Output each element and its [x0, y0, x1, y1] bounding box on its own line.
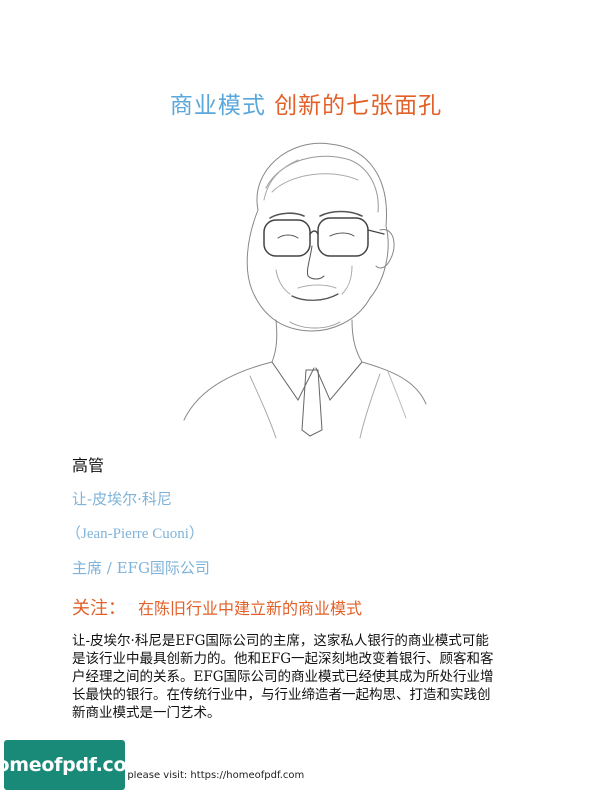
bio-line: 户经理之间的关系。EFG国际公司的商业模式已经使其成为所处行业增 — [72, 669, 494, 685]
bio-line: 让-皮埃尔·科尼是EFG国际公司的主席，这家私人银行的商业模式可能 — [72, 633, 489, 649]
title-part-b: 创新的七张面孔 — [274, 93, 443, 119]
profile-category: 高管 — [72, 456, 105, 475]
focus-line: 关注： 在陈旧行业中建立新的商业模式 — [72, 594, 362, 620]
watermark-logo[interactable]: homeofpdf.com — [0, 740, 146, 790]
profile-name: 让-皮埃尔·科尼 — [72, 490, 172, 508]
focus-text: 在陈旧行业中建立新的商业模式 — [138, 599, 363, 618]
portrait-sketch — [183, 142, 427, 439]
bio-line: 新商业模式是一门艺术。 — [72, 705, 221, 721]
focus-label: 关注： — [72, 598, 126, 619]
title-part-a: 商业模式 — [169, 93, 266, 119]
watermark-link-text[interactable]: e please visit: https://homeofpdf.com — [118, 770, 305, 781]
bio-line: 长最快的银行。在传统行业中，与行业缔造者一起构思、打造和实践创 — [72, 687, 491, 703]
bio-line: 是该行业中最具创新力的。他和EFG一起深刻地改变着银行、顾客和客 — [72, 651, 494, 667]
page-title: 商业模式 创新的七张面孔 — [0, 86, 612, 120]
bio-paragraph: 让-皮埃尔·科尼是EFG国际公司的主席，这家私人银行的商业模式可能 是该行业中最… — [72, 632, 548, 722]
profile-name-alt: （Jean-Pierre Cuoni） — [66, 526, 204, 542]
profile-role: 主席 / EFG国际公司 — [72, 559, 210, 577]
